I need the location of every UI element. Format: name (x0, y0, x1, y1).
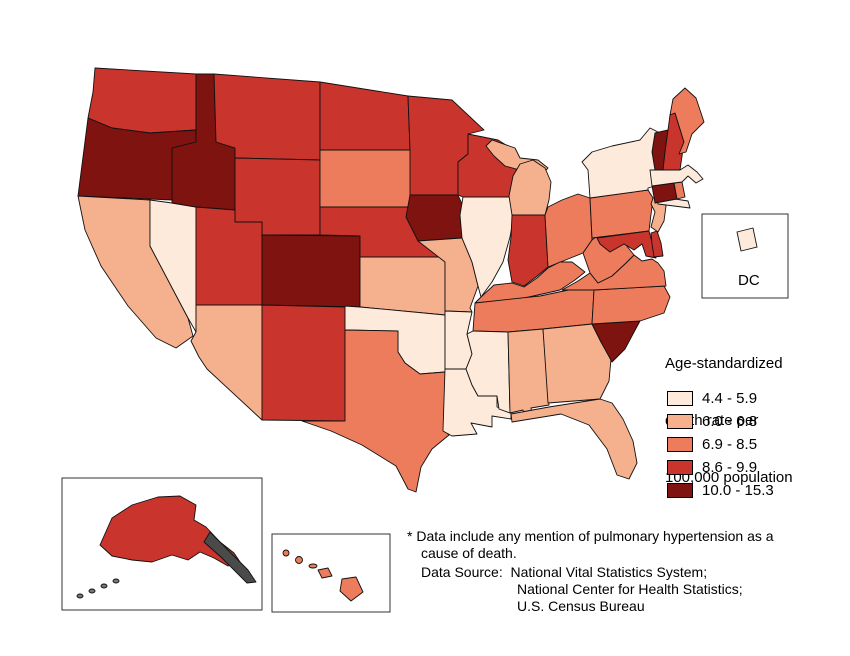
state-AZ (190, 304, 263, 421)
state-ND (319, 81, 411, 151)
state-AK (99, 495, 241, 567)
alaska-inset-box (61, 477, 263, 611)
state-UT (195, 206, 263, 306)
state-KS (359, 256, 446, 316)
footnote-data-source: Data Source: National Vital Statistics S… (421, 564, 708, 580)
aleutian-islands (112, 578, 120, 584)
state-AL (507, 328, 550, 420)
state-SD (319, 149, 414, 208)
legend-swatch-4 (667, 460, 693, 475)
state-HI-maui (317, 567, 333, 579)
aleutian-islands (88, 588, 96, 594)
dc-inset-box (701, 213, 789, 299)
state-CO (261, 234, 361, 308)
legend-label-5: 10.0 - 15.3 (702, 482, 774, 499)
state-NC (591, 285, 671, 325)
legend-row-2: 6.0 - 6.8 (667, 413, 757, 430)
aleutian-islands (76, 593, 84, 599)
state-IA (405, 194, 467, 242)
alaska-panhandle (203, 531, 257, 584)
dc-label: DC (738, 272, 760, 289)
legend-label-2: 6.0 - 6.8 (702, 413, 758, 430)
hawaii-inset-box (271, 533, 391, 613)
state-AR (444, 310, 473, 370)
state-TX (301, 329, 450, 493)
state-PA (589, 189, 654, 239)
state-CT (651, 182, 678, 204)
footnote-line1: * Data include any mention of pulmonary … (407, 528, 774, 544)
legend-swatch-2 (667, 414, 693, 429)
state-MI-lower (508, 159, 552, 216)
state-FL (510, 398, 638, 480)
state-HI-kauai (282, 549, 290, 557)
legend-swatch-1 (667, 391, 693, 406)
legend-title-line1: Age-standardized (665, 355, 783, 372)
legend-row-4: 8.6 - 9.9 (667, 459, 757, 476)
state-HI-molokai (308, 563, 318, 569)
footnote-line2: cause of death. (421, 545, 517, 561)
state-ME (669, 87, 705, 155)
footnote-line4: National Center for Health Statistics; (517, 581, 743, 597)
state-HI-oahu (295, 556, 303, 564)
state-NM (261, 304, 346, 422)
state-NY (581, 127, 659, 199)
legend-label-3: 6.9 - 8.5 (702, 436, 758, 453)
legend-label-1: 4.4 - 5.9 (702, 390, 758, 407)
state-WA (87, 67, 197, 134)
state-DC (736, 227, 758, 252)
legend-swatch-3 (667, 437, 693, 452)
aleutian-islands (100, 583, 108, 589)
legend-row-5: 10.0 - 15.3 (667, 482, 774, 499)
state-HI-big-island (339, 576, 364, 602)
legend-row-3: 6.9 - 8.5 (667, 436, 757, 453)
legend-swatch-5 (667, 483, 693, 498)
footnote-line5: U.S. Census Bureau (517, 598, 645, 614)
legend-row-1: 4.4 - 5.9 (667, 390, 757, 407)
legend-label-4: 8.6 - 9.9 (702, 459, 758, 476)
